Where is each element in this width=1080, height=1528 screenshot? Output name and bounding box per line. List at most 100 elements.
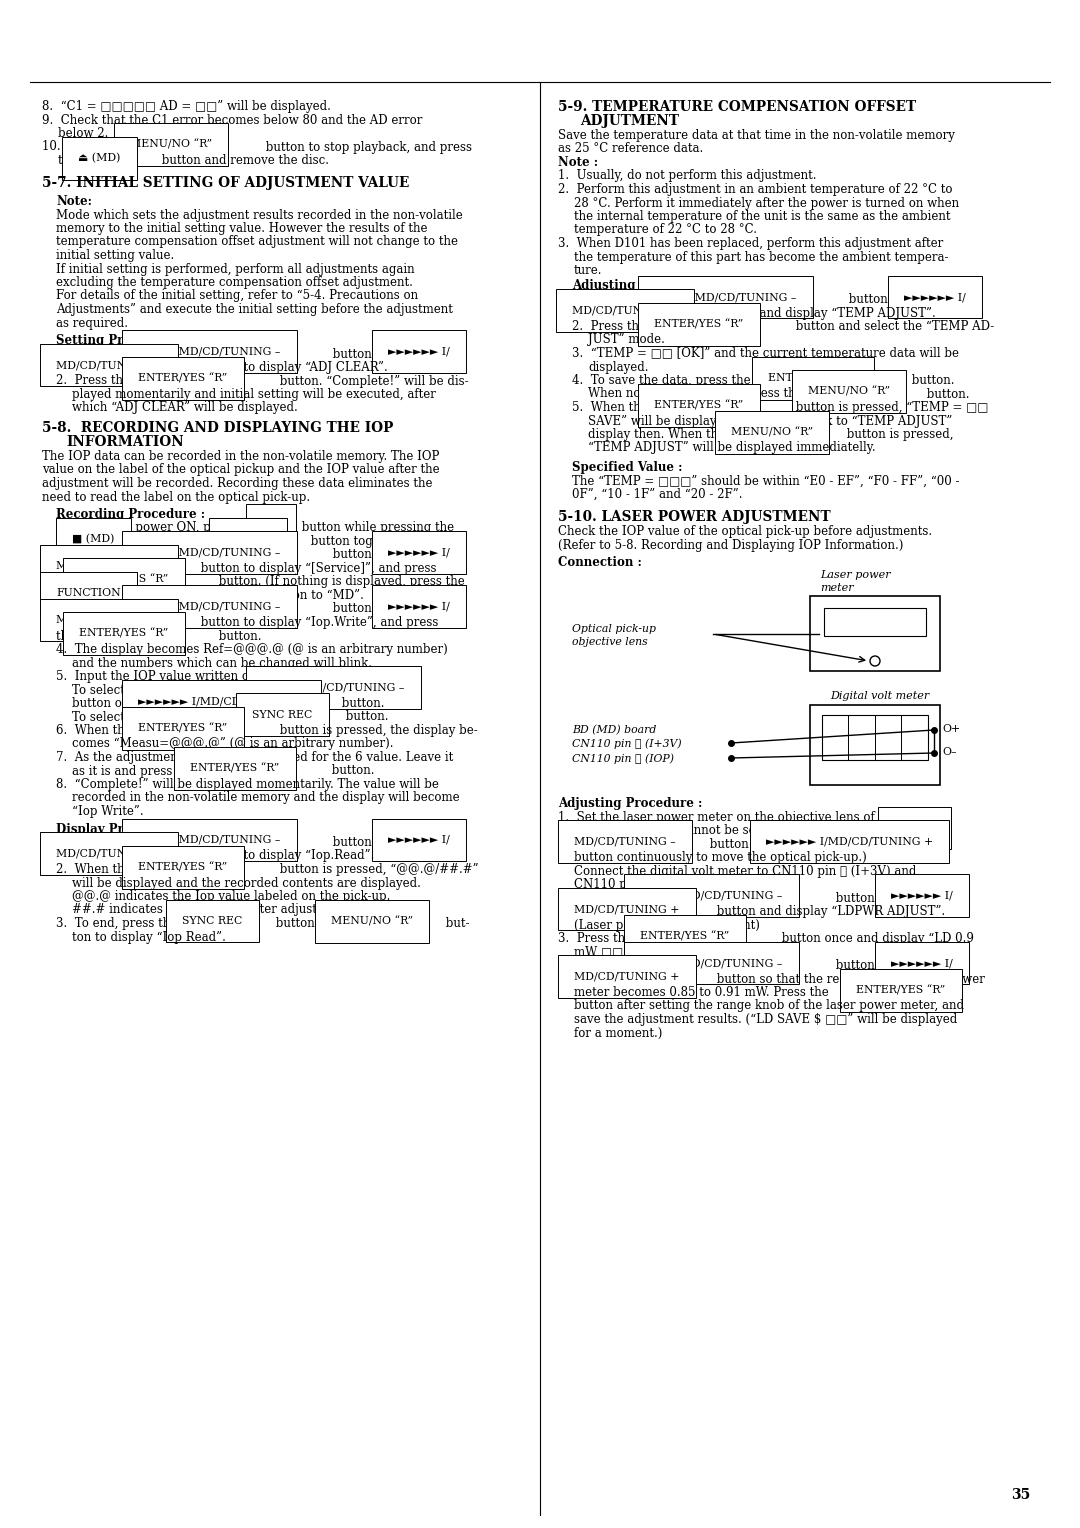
Text: Digital volt meter: Digital volt meter [831, 691, 929, 701]
Text: button to stop playback, and press: button to stop playback, and press [262, 141, 472, 153]
Text: MENU/NO “R”: MENU/NO “R” [330, 915, 414, 926]
Text: the: the [56, 576, 79, 588]
Text: button so that the reading of the laser power: button so that the reading of the laser … [713, 972, 985, 986]
Text: button.: button. [342, 711, 389, 723]
Text: 5.  Input the IOP value written on the optical pick-up.: 5. Input the IOP value written on the op… [56, 669, 375, 683]
Text: need to read the label on the optical pick-up.: need to read the label on the optical pi… [42, 490, 310, 504]
Text: 5-9. TEMPERATURE COMPENSATION OFFSET: 5-9. TEMPERATURE COMPENSATION OFFSET [558, 99, 916, 115]
Text: I/●: I/● [262, 521, 280, 530]
Text: button after setting the range knob of the laser power meter, and: button after setting the range knob of t… [573, 999, 964, 1013]
Text: 9.  Check that the C1 error becomes below 80 and the AD error: 9. Check that the C1 error becomes below… [42, 113, 422, 127]
Text: button or: button or [72, 697, 132, 711]
Text: button is pressed, “TEMP = □□: button is pressed, “TEMP = □□ [792, 400, 988, 414]
Text: button and: button and [154, 535, 226, 549]
Text: ton to display “Iop Read”.: ton to display “Iop Read”. [72, 931, 226, 943]
Text: and the numbers which can be changed will blink.: and the numbers which can be changed wil… [72, 657, 372, 669]
Text: Connection :: Connection : [558, 556, 642, 568]
Text: Note :: Note : [558, 156, 598, 170]
Text: ENTER/YES “R”: ENTER/YES “R” [768, 373, 858, 384]
Text: MD/CD/TUNING +: MD/CD/TUNING + [572, 306, 677, 315]
Text: 4.  Press the: 4. Press the [558, 960, 636, 972]
Text: ►►►►►► I/: ►►►►►► I/ [388, 834, 449, 845]
Text: ◄◄ ◄◄/: ◄◄ ◄◄/ [894, 824, 934, 833]
Text: button continuously to move the optical pick-up.): button continuously to move the optical … [573, 851, 867, 863]
Text: ◄◄ ◄◄/MD/CD/TUNING –: ◄◄ ◄◄/MD/CD/TUNING – [640, 958, 782, 969]
Text: 3.  “TEMP = □□ [OK]” and the current temperature data will be: 3. “TEMP = □□ [OK]” and the current temp… [572, 347, 959, 361]
Text: ◄◄ ◄◄/MD/CD/TUNING –: ◄◄ ◄◄/MD/CD/TUNING – [138, 602, 281, 611]
Text: Save the temperature data at that time in the non-volatile memory: Save the temperature data at that time i… [558, 128, 955, 142]
Text: 5-7. INITIAL SETTING OF ADJUSTMENT VALUE: 5-7. INITIAL SETTING OF ADJUSTMENT VALUE [42, 176, 409, 189]
Text: Recording Procedure :: Recording Procedure : [56, 507, 205, 521]
Text: ►►►►►► I/: ►►►►►► I/ [388, 347, 449, 356]
Text: FUNCTION: FUNCTION [56, 588, 121, 597]
Text: as required.: as required. [56, 316, 129, 330]
Text: Display Procedure :: Display Procedure : [56, 822, 186, 836]
Text: ◄◄ ◄◄/MD/CD/TUNING –: ◄◄ ◄◄/MD/CD/TUNING – [262, 683, 404, 692]
Text: O–: O– [942, 747, 957, 756]
Text: button is pressed, the display be-: button is pressed, the display be- [276, 724, 477, 736]
Text: “TEMP ADJUST” will be displayed immediatelly.: “TEMP ADJUST” will be displayed immediat… [588, 442, 876, 454]
Text: 3.  Press the: 3. Press the [558, 932, 636, 944]
Text: adjustment will be recorded. Recording these data eliminates the: adjustment will be recorded. Recording t… [42, 477, 432, 490]
Text: initial setting value.: initial setting value. [56, 249, 174, 261]
Text: which “ADJ CLEAR” will be displayed.: which “ADJ CLEAR” will be displayed. [72, 402, 298, 414]
Text: (Laser power : For adjustment): (Laser power : For adjustment) [573, 918, 760, 932]
Text: button. “Complete!” will be dis-: button. “Complete!” will be dis- [276, 374, 469, 388]
Text: 2.  When the: 2. When the [56, 863, 135, 876]
Text: 3.  Press the: 3. Press the [56, 602, 134, 616]
Text: MD/CD/TUNING +: MD/CD/TUNING + [56, 614, 161, 625]
Text: displayed.: displayed. [588, 361, 648, 373]
Text: ►►►►►► I/MD/CD/TUNING +: ►►►►►► I/MD/CD/TUNING + [766, 836, 933, 847]
Text: The IOP data can be recorded in the non-volatile memory. The IOP: The IOP data can be recorded in the non-… [42, 451, 440, 463]
Text: CN110 pin ⓣ (IOP).: CN110 pin ⓣ (IOP). [573, 879, 688, 891]
Text: 10. Press the: 10. Press the [42, 141, 123, 153]
Text: BD (MD) board: BD (MD) board [572, 724, 657, 735]
Text: 1.  Press the: 1. Press the [572, 293, 650, 306]
Text: 1.  Press the: 1. Press the [56, 347, 134, 361]
Text: mW □□”.: mW □□”. [573, 946, 633, 958]
Text: save the adjustment results. (“LD SAVE $ □□” will be displayed: save the adjustment results. (“LD SAVE $… [573, 1013, 957, 1025]
Text: “Iop Write”.: “Iop Write”. [72, 805, 144, 817]
Text: button to display “[Service]”, and press: button to display “[Service]”, and press [197, 562, 436, 575]
Text: ENTER/YES “R”: ENTER/YES “R” [138, 862, 227, 872]
Text: ENTER/YES “R”: ENTER/YES “R” [640, 931, 729, 941]
Text: ◄◄ ◄◄/MD/CD/TUNING –: ◄◄ ◄◄/MD/CD/TUNING – [654, 292, 796, 303]
Text: button.: button. [215, 630, 261, 642]
Text: played momentarily and initial setting will be executed, after: played momentarily and initial setting w… [72, 388, 436, 400]
Text: Setting Procedure :: Setting Procedure : [56, 335, 185, 347]
Bar [810, 596, 940, 671]
Text: CN110 pin ⓣ (IOP): CN110 pin ⓣ (IOP) [572, 753, 674, 764]
Text: ENTER/YES “R”: ENTER/YES “R” [654, 319, 743, 329]
Text: 28 °C. Perform it immediately after the power is turned on when: 28 °C. Perform it immediately after the … [573, 197, 959, 209]
Text: MD/CD/TUNING +: MD/CD/TUNING + [573, 972, 679, 981]
Text: 1.  Usually, do not perform this adjustment.: 1. Usually, do not perform this adjustme… [558, 170, 816, 182]
Bar [810, 704, 940, 785]
Text: button or: button or [272, 917, 335, 931]
Text: temperature compensation offset adjustment will not change to the: temperature compensation offset adjustme… [56, 235, 458, 249]
Text: MENU/NO “R”: MENU/NO “R” [808, 387, 890, 397]
Text: button together.: button together. [307, 535, 407, 549]
Text: MENU/NO “R”: MENU/NO “R” [731, 426, 813, 437]
Text: as 25 °C reference data.: as 25 °C reference data. [558, 142, 703, 156]
Text: 2.  Press the: 2. Press the [558, 891, 636, 905]
Text: 35: 35 [1011, 1488, 1030, 1502]
Text: (Refer to 5-8. Recording and Displaying IOP Information.): (Refer to 5-8. Recording and Displaying … [558, 538, 903, 552]
Text: button to display “Iop.Write”, and press: button to display “Iop.Write”, and press [197, 616, 438, 630]
Text: ◄◄ ◄◄/MD/CD/TUNING –: ◄◄ ◄◄/MD/CD/TUNING – [138, 547, 281, 558]
Text: button or: button or [706, 837, 769, 851]
Text: 8.  “Complete!” will be displayed momentarily. The value will be: 8. “Complete!” will be displayed momenta… [56, 778, 438, 792]
Text: the temperature of this part has become the ambient tempera-: the temperature of this part has become … [573, 251, 948, 263]
Text: button once and display “LD 0.9: button once and display “LD 0.9 [778, 932, 974, 944]
Text: ENTER/YES “R”: ENTER/YES “R” [856, 986, 945, 995]
Text: 7.  As the adjustment results are recorded for the 6 value. Leave it: 7. As the adjustment results are recorde… [56, 750, 454, 764]
Text: MD/CD/TUNING +: MD/CD/TUNING + [56, 361, 161, 370]
Text: 5-10. LASER POWER ADJUSTMENT: 5-10. LASER POWER ADJUSTMENT [558, 509, 831, 524]
Text: JUST” mode.: JUST” mode. [588, 333, 665, 347]
Text: Specified Value :: Specified Value : [572, 461, 683, 474]
Text: button or: button or [329, 836, 392, 850]
Text: ►►►►►► I/MD/CD/TUNING +: ►►►►►► I/MD/CD/TUNING + [138, 695, 306, 706]
Text: button. (If nothing is displayed, press the: button. (If nothing is displayed, press … [215, 576, 464, 588]
Text: Mode which sets the adjustment results recorded in the non-volatile: Mode which sets the adjustment results r… [56, 208, 462, 222]
Text: comes “Measu=@@@.@” (@ is an arbitrary number).: comes “Measu=@@@.@” (@ is an arbitrary n… [72, 738, 393, 750]
Text: MD/CD/TUNING –: MD/CD/TUNING – [573, 836, 676, 847]
